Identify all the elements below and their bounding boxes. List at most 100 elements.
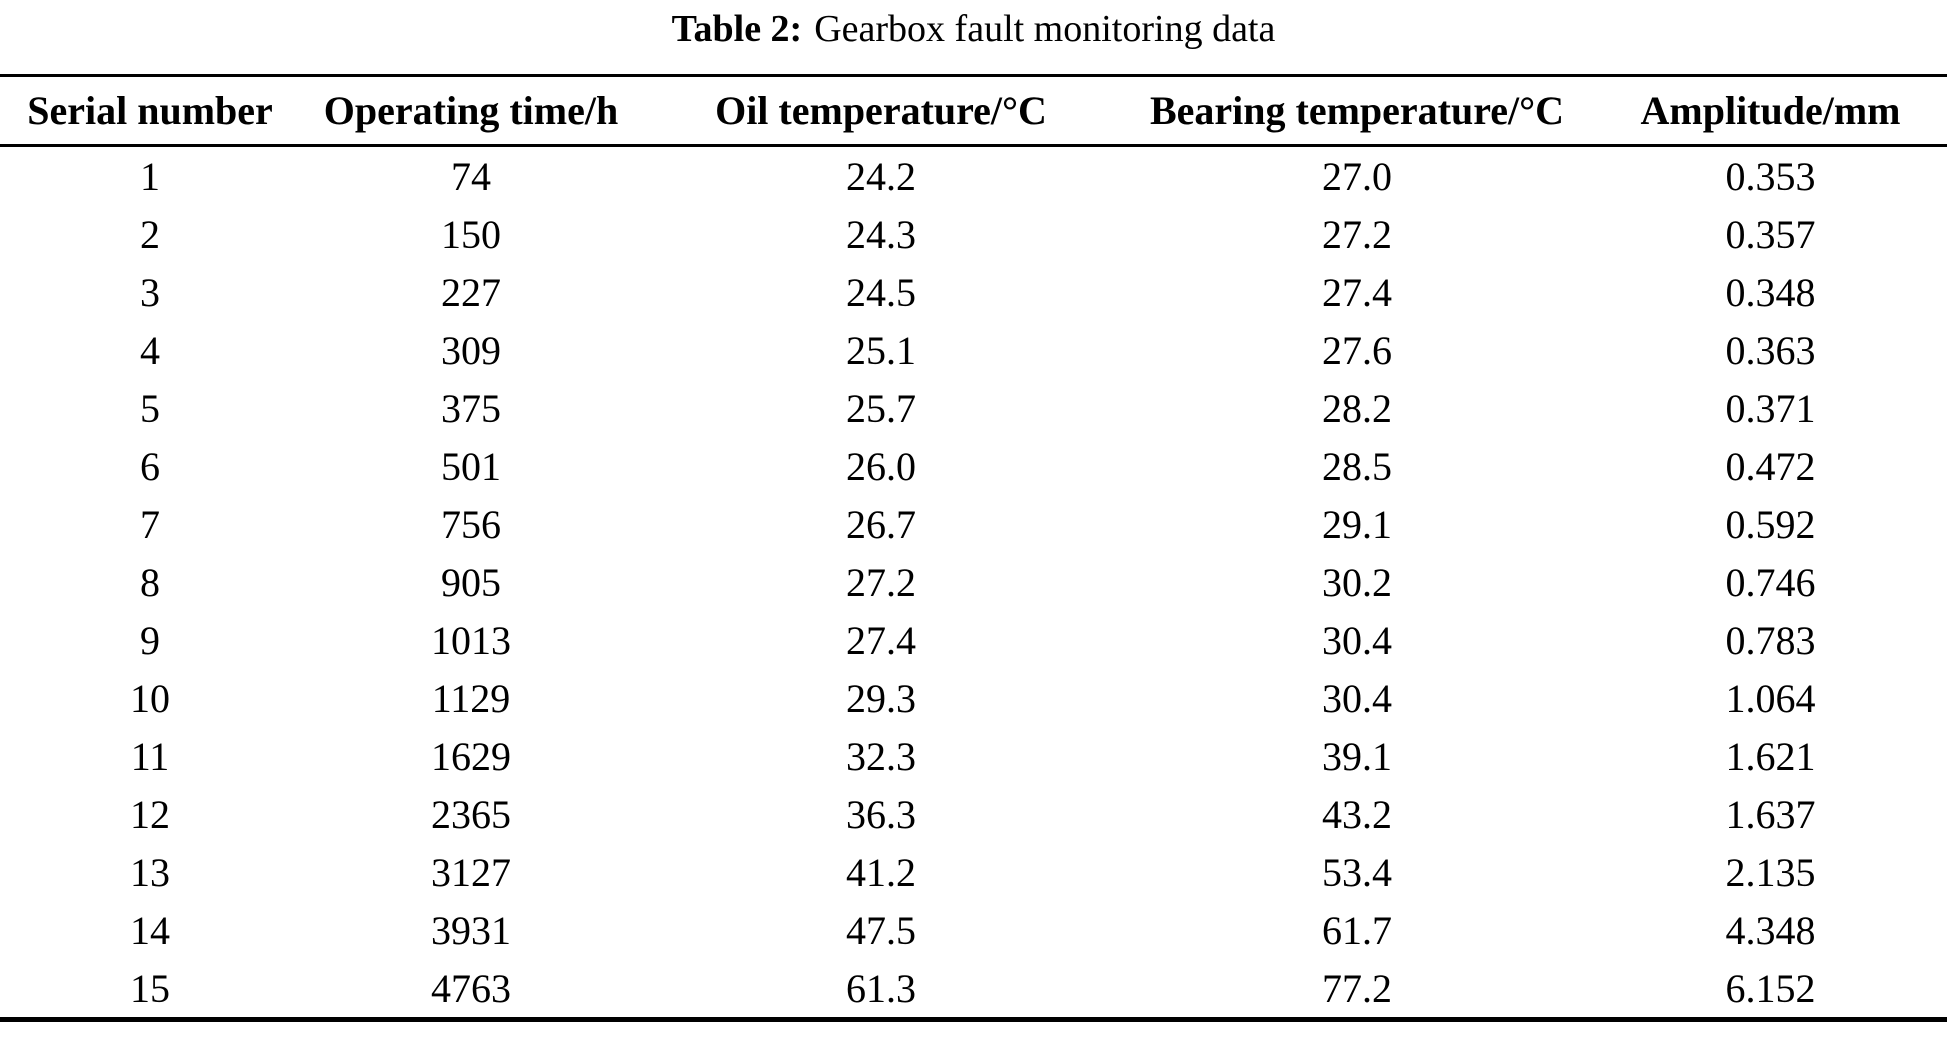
table-cell-oil-temperature: 32.3 [846, 733, 916, 779]
table-cell-oil-temperature: 27.4 [846, 617, 916, 663]
table-cell-bearing-temperature: 30.4 [1322, 617, 1392, 663]
table-cell-oil-temperature: 47.5 [846, 907, 916, 953]
column-header-bearing-temperature: Bearing temperature/°C [1120, 75, 1594, 147]
table-cell-serial-number: 8 [140, 559, 160, 605]
table-cell-operating-time: 2365 [431, 791, 511, 837]
table-cell-operating-time: 3931 [431, 907, 511, 953]
table-row: 10 1129 29.3 30.4 1.064 [0, 669, 1947, 727]
table-cell-amplitude: 0.472 [1725, 443, 1816, 489]
table-cell-serial-number: 12 [130, 791, 170, 837]
table-cell-amplitude: 0.348 [1725, 269, 1816, 315]
column-header-oil-temperature: Oil temperature/°C [642, 75, 1120, 147]
table-cell-amplitude: 0.371 [1725, 385, 1816, 431]
table-cell-amplitude: 0.592 [1725, 501, 1816, 547]
table-cell-serial-number: 13 [130, 849, 170, 895]
table-cell-serial-number: 4 [140, 327, 160, 373]
table-header-row: Serial number Operating time/h Oil tempera… [0, 75, 1947, 147]
table-cell-amplitude: 0.746 [1725, 559, 1816, 605]
table-cell-bearing-temperature: 27.2 [1322, 211, 1392, 257]
table-row: 9 1013 27.4 30.4 0.783 [0, 611, 1947, 669]
table-cell-serial-number: 10 [130, 675, 170, 721]
table-cell-oil-temperature: 61.3 [846, 965, 916, 1011]
table-cell-bearing-temperature: 53.4 [1322, 849, 1392, 895]
table-cell-operating-time: 1629 [431, 733, 511, 779]
column-header-operating-time: Operating time/h [300, 75, 642, 147]
table-row: 3 227 24.5 27.4 0.348 [0, 263, 1947, 321]
table-cell-amplitude: 0.357 [1725, 211, 1816, 257]
table-cell-oil-temperature: 29.3 [846, 675, 916, 721]
table-cell-bearing-temperature: 30.4 [1322, 675, 1392, 721]
table-cell-amplitude: 6.152 [1725, 965, 1816, 1011]
table-cell-bearing-temperature: 29.1 [1322, 501, 1392, 547]
table-cell-operating-time: 3127 [431, 849, 511, 895]
table-cell-amplitude: 0.783 [1725, 617, 1816, 663]
table-cell-oil-temperature: 26.0 [846, 443, 916, 489]
table-row: 14 3931 47.5 61.7 4.348 [0, 901, 1947, 959]
table-cell-bearing-temperature: 27.4 [1322, 269, 1392, 315]
table-cell-bearing-temperature: 77.2 [1322, 965, 1392, 1011]
table-cell-bearing-temperature: 28.2 [1322, 385, 1392, 431]
table-cell-operating-time: 375 [441, 385, 501, 431]
table-cell-oil-temperature: 25.1 [846, 327, 916, 373]
table-cell-serial-number: 9 [140, 617, 160, 663]
table-cell-serial-number: 1 [140, 153, 160, 199]
table-header: Serial number Operating time/h Oil tempera… [0, 75, 1947, 147]
table-cell-serial-number: 6 [140, 443, 160, 489]
table-cell-bearing-temperature: 28.5 [1322, 443, 1392, 489]
table-cell-operating-time: 309 [441, 327, 501, 373]
table-row: 5 375 25.7 28.2 0.371 [0, 379, 1947, 437]
table-cell-serial-number: 15 [130, 965, 170, 1011]
table-cell-amplitude: 0.363 [1725, 327, 1816, 373]
table-row: 8 905 27.2 30.2 0.746 [0, 553, 1947, 611]
table-cell-amplitude: 0.353 [1725, 153, 1816, 199]
table-cell-operating-time: 150 [441, 211, 501, 257]
table-cell-bearing-temperature: 61.7 [1322, 907, 1392, 953]
table-caption-label: Table 2: [671, 8, 803, 50]
table-row: 2 150 24.3 27.2 0.357 [0, 205, 1947, 263]
table-caption: Table 2: Gearbox fault monitoring data [0, 0, 1947, 74]
table-cell-oil-temperature: 41.2 [846, 849, 916, 895]
table-cell-oil-temperature: 24.2 [846, 153, 916, 199]
table-row: 7 756 26.7 29.1 0.592 [0, 495, 1947, 553]
table-row: 1 74 24.2 27.0 0.353 [0, 146, 1947, 206]
table-cell-oil-temperature: 27.2 [846, 559, 916, 605]
table-row: 12 2365 36.3 43.2 1.637 [0, 785, 1947, 843]
table-cell-amplitude: 4.348 [1725, 907, 1816, 953]
table-cell-operating-time: 501 [441, 443, 501, 489]
table-cell-bearing-temperature: 27.0 [1322, 153, 1392, 199]
table-row: 4 309 25.1 27.6 0.363 [0, 321, 1947, 379]
table-cell-operating-time: 4763 [431, 965, 511, 1011]
table-cell-serial-number: 3 [140, 269, 160, 315]
table-cell-bearing-temperature: 39.1 [1322, 733, 1392, 779]
table-caption-text: Gearbox fault monitoring data [814, 8, 1276, 50]
table-cell-amplitude: 1.621 [1725, 733, 1816, 779]
table-cell-bearing-temperature: 27.6 [1322, 327, 1392, 373]
table-cell-amplitude: 1.637 [1725, 791, 1816, 837]
table-cell-serial-number: 11 [130, 733, 170, 779]
table-cell-oil-temperature: 36.3 [846, 791, 916, 837]
table-cell-serial-number: 7 [140, 501, 160, 547]
table-cell-oil-temperature: 24.3 [846, 211, 916, 257]
table-cell-serial-number: 2 [140, 211, 160, 257]
table-cell-bearing-temperature: 30.2 [1322, 559, 1392, 605]
table-cell-oil-temperature: 26.7 [846, 501, 916, 547]
table-cell-operating-time: 756 [441, 501, 501, 547]
column-header-amplitude: Amplitude/mm [1594, 75, 1947, 147]
table-cell-serial-number: 5 [140, 385, 160, 431]
data-table: Serial number Operating time/h Oil tempera… [0, 74, 1947, 1022]
table-row: 6 501 26.0 28.5 0.472 [0, 437, 1947, 495]
table-row: 13 3127 41.2 53.4 2.135 [0, 843, 1947, 901]
table-cell-oil-temperature: 24.5 [846, 269, 916, 315]
table-cell-bearing-temperature: 43.2 [1322, 791, 1392, 837]
table-cell-operating-time: 227 [441, 269, 501, 315]
table-cell-operating-time: 1129 [431, 675, 511, 721]
table-row: 15 4763 61.3 77.2 6.152 [0, 959, 1947, 1020]
table-row: 11 1629 32.3 39.1 1.621 [0, 727, 1947, 785]
column-header-serial-number: Serial number [0, 75, 300, 147]
table-cell-serial-number: 14 [130, 907, 170, 953]
table-cell-amplitude: 1.064 [1725, 675, 1816, 721]
table-cell-oil-temperature: 25.7 [846, 385, 916, 431]
table-cell-operating-time: 74 [451, 153, 491, 199]
table-body: 1 74 24.2 27.0 0.353 2 150 24.3 27.2 0.357 3 227 24.… [0, 146, 1947, 1020]
